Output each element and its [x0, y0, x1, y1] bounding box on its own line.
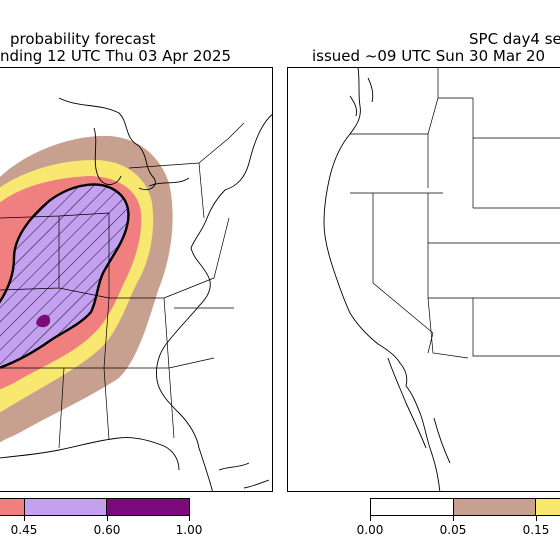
- left-colorbar-tick-1: 0.45: [10, 523, 38, 537]
- pacific-coast: [323, 68, 441, 491]
- colorbar-swatch-005: [454, 499, 537, 515]
- right-colorbar-tick-2: 0.05: [439, 523, 467, 537]
- right-panel-title-line1: SPC day4 se: [469, 30, 560, 48]
- colorbar-swatch-045: [24, 499, 107, 515]
- right-colorbar-tick-1: 0.00: [356, 523, 384, 537]
- left-panel-title-line1: probability forecast: [10, 30, 156, 48]
- right-map-panel: [287, 67, 560, 492]
- colorbar-swatch-060: [106, 499, 189, 515]
- gulf-coast: [0, 437, 180, 471]
- left-colorbar-tick-3: 1.00: [175, 523, 203, 537]
- atlantic-coast: [156, 114, 272, 491]
- colorbar-swatch-000: [371, 499, 455, 515]
- left-colorbar: [0, 498, 190, 516]
- left-panel-title-line2: nding 12 UTC Thu 03 Apr 2025: [0, 47, 232, 65]
- state-lines: [350, 68, 560, 359]
- prob-45-hatch: [0, 184, 129, 368]
- left-map-panel: [0, 67, 273, 492]
- great-lakes-coast: [58, 97, 190, 191]
- baja-coast: [387, 357, 451, 464]
- colorbar-swatch-030: [0, 499, 25, 515]
- prob-60-area: [36, 314, 51, 328]
- prob-45-contour: [0, 183, 130, 369]
- left-map: [0, 97, 272, 491]
- right-map: [323, 68, 560, 491]
- right-colorbar-tick-3: 0.15: [522, 523, 550, 537]
- left-colorbar-tick-2: 0.60: [93, 523, 121, 537]
- florida-keys: [218, 462, 270, 489]
- right-panel-title-line2: issued ~09 UTC Sun 30 Mar 20: [312, 47, 546, 65]
- right-colorbar: [370, 498, 560, 516]
- puget-sound: [349, 77, 374, 117]
- state-lines: [0, 122, 245, 449]
- colorbar-swatch-015: [536, 499, 560, 515]
